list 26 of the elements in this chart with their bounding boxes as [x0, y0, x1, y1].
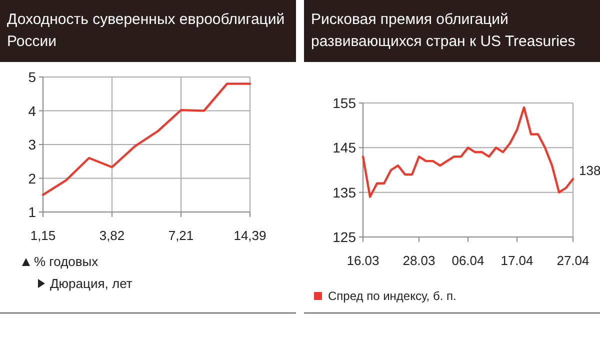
- y-tick-label: 5: [28, 69, 36, 85]
- x-tick-label: 1,15: [30, 228, 56, 243]
- y-tick-label: 135: [332, 184, 356, 200]
- y-tick-label: 145: [332, 140, 356, 156]
- x-tick-label: 06.04: [452, 253, 484, 268]
- y-tick-label: 4: [28, 102, 36, 119]
- y-tick-label: 3: [28, 136, 36, 152]
- x-tick-label: 14,39: [234, 228, 266, 243]
- y-tick-label: 125: [332, 229, 356, 245]
- y-tick-label: 155: [332, 95, 356, 111]
- line-series: [362, 106, 574, 198]
- y-tick-label: 1: [28, 204, 36, 220]
- x-tick-label: 3,82: [99, 228, 125, 243]
- x-tick-label: 28.03: [402, 253, 436, 268]
- legend-label: Спред по индексу, б. п.: [328, 289, 456, 303]
- x-tick-label: 16.03: [346, 253, 380, 268]
- line-series: [42, 82, 252, 196]
- chart-title: Рисковая премия облигаций развивающихся стран к US Treasuries: [311, 11, 576, 50]
- x-tick-label: 27.04: [556, 253, 590, 268]
- y-tick-label: 2: [28, 170, 36, 186]
- text: % годовых: [34, 254, 99, 269]
- text: Дюрация, лет: [50, 276, 132, 291]
- annotation: 138: [579, 162, 600, 178]
- x-tick-label: 17.04: [500, 253, 534, 268]
- chart-title: Доходность суверенных еврооблигаций России: [7, 11, 285, 50]
- x-tick-label: 7,21: [168, 228, 194, 243]
